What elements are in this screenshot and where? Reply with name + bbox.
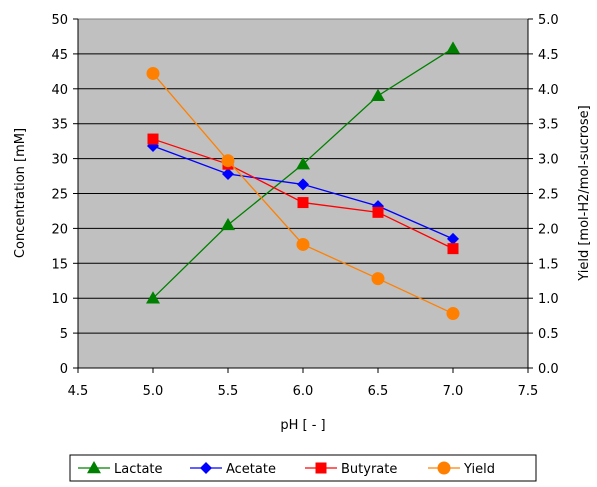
data-point	[372, 206, 384, 218]
legend-marker	[87, 461, 101, 474]
data-point	[221, 154, 235, 168]
y2-tick-label: 0.0	[538, 362, 559, 377]
data-point	[371, 88, 385, 102]
data-point	[297, 178, 309, 191]
legend-item-yield: Yield	[428, 461, 495, 477]
legend-label: Lactate	[114, 462, 163, 477]
x-tick-label: 6.5	[368, 384, 389, 399]
x-tick-label: 7.5	[518, 384, 539, 399]
x-tick-label: 7.0	[443, 384, 464, 399]
y2-tick-label: 5.0	[538, 13, 559, 28]
legend-item-butyrate: Butyrate	[305, 462, 397, 477]
y2-tick-label: 1.5	[538, 257, 559, 272]
x-axis-ticks: 4.5 5.0 5.5 6.0 6.5 7.0 7.5	[68, 367, 539, 399]
legend-item-lactate: Lactate	[78, 461, 163, 477]
y-tick-label: 35	[51, 118, 68, 133]
data-point	[297, 197, 309, 209]
legend-label: Acetate	[226, 462, 276, 477]
y-tick-label: 45	[51, 48, 68, 63]
legend-marker	[200, 462, 212, 474]
legend: Lactate Acetate Butyrate Yield	[69, 454, 537, 482]
legend-marker	[437, 461, 451, 475]
data-point	[147, 133, 159, 145]
y2-tick-label: 2.5	[538, 188, 559, 203]
y2-axis-title: Yield [mol-H2/mol-sucrose]	[577, 105, 592, 281]
y2-tick-label: 3.0	[538, 153, 559, 168]
y-tick-label: 50	[51, 13, 68, 28]
y2-tick-label: 4.0	[538, 83, 559, 98]
y-tick-label: 15	[51, 257, 68, 272]
y-axis-title: Concentration [mM]	[13, 128, 28, 258]
left-axis-ticks: 0 5 10 15 20 25 30 35 40 45 50	[51, 13, 79, 377]
x-tick-label: 6.0	[293, 384, 314, 399]
y-tick-label: 20	[51, 222, 68, 237]
x-tick-label: 4.5	[68, 384, 89, 399]
y2-tick-label: 1.0	[538, 292, 559, 307]
y2-tick-label: 3.5	[538, 118, 559, 133]
data-point	[447, 232, 459, 245]
data-point	[447, 243, 459, 255]
y-tick-label: 5	[60, 327, 68, 342]
x-tick-label: 5.0	[143, 384, 164, 399]
series-lactate	[146, 41, 460, 304]
data-point	[371, 272, 385, 286]
legend-item-acetate: Acetate	[190, 462, 276, 477]
right-axis-ticks: 0.0 0.5 1.0 1.5 2.0 2.5 3.0 3.5 4.0 4.5 5.0	[527, 13, 559, 377]
y-tick-label: 40	[51, 83, 68, 98]
y-tick-label: 10	[51, 292, 68, 307]
series-yield	[146, 66, 460, 321]
y2-tick-label: 4.5	[538, 48, 559, 63]
data-point	[446, 307, 460, 321]
legend-marker	[315, 462, 327, 474]
y2-tick-label: 0.5	[538, 327, 559, 342]
data-point	[446, 41, 460, 54]
x-axis-title: pH [ - ]	[280, 418, 325, 433]
x-tick-label: 5.5	[218, 384, 239, 399]
legend-label: Yield	[463, 462, 495, 477]
legend-label: Butyrate	[341, 462, 397, 477]
series-group	[146, 41, 460, 321]
data-point	[221, 217, 235, 231]
series-acetate	[147, 140, 459, 245]
y-tick-label: 25	[51, 188, 68, 203]
data-point	[296, 237, 310, 251]
y2-tick-label: 2.0	[538, 222, 559, 237]
data-point	[146, 291, 160, 304]
data-point	[146, 66, 160, 80]
y-tick-label: 0	[60, 362, 68, 377]
y-tick-label: 30	[51, 153, 68, 168]
data-point	[222, 167, 234, 180]
data-point	[296, 157, 310, 170]
